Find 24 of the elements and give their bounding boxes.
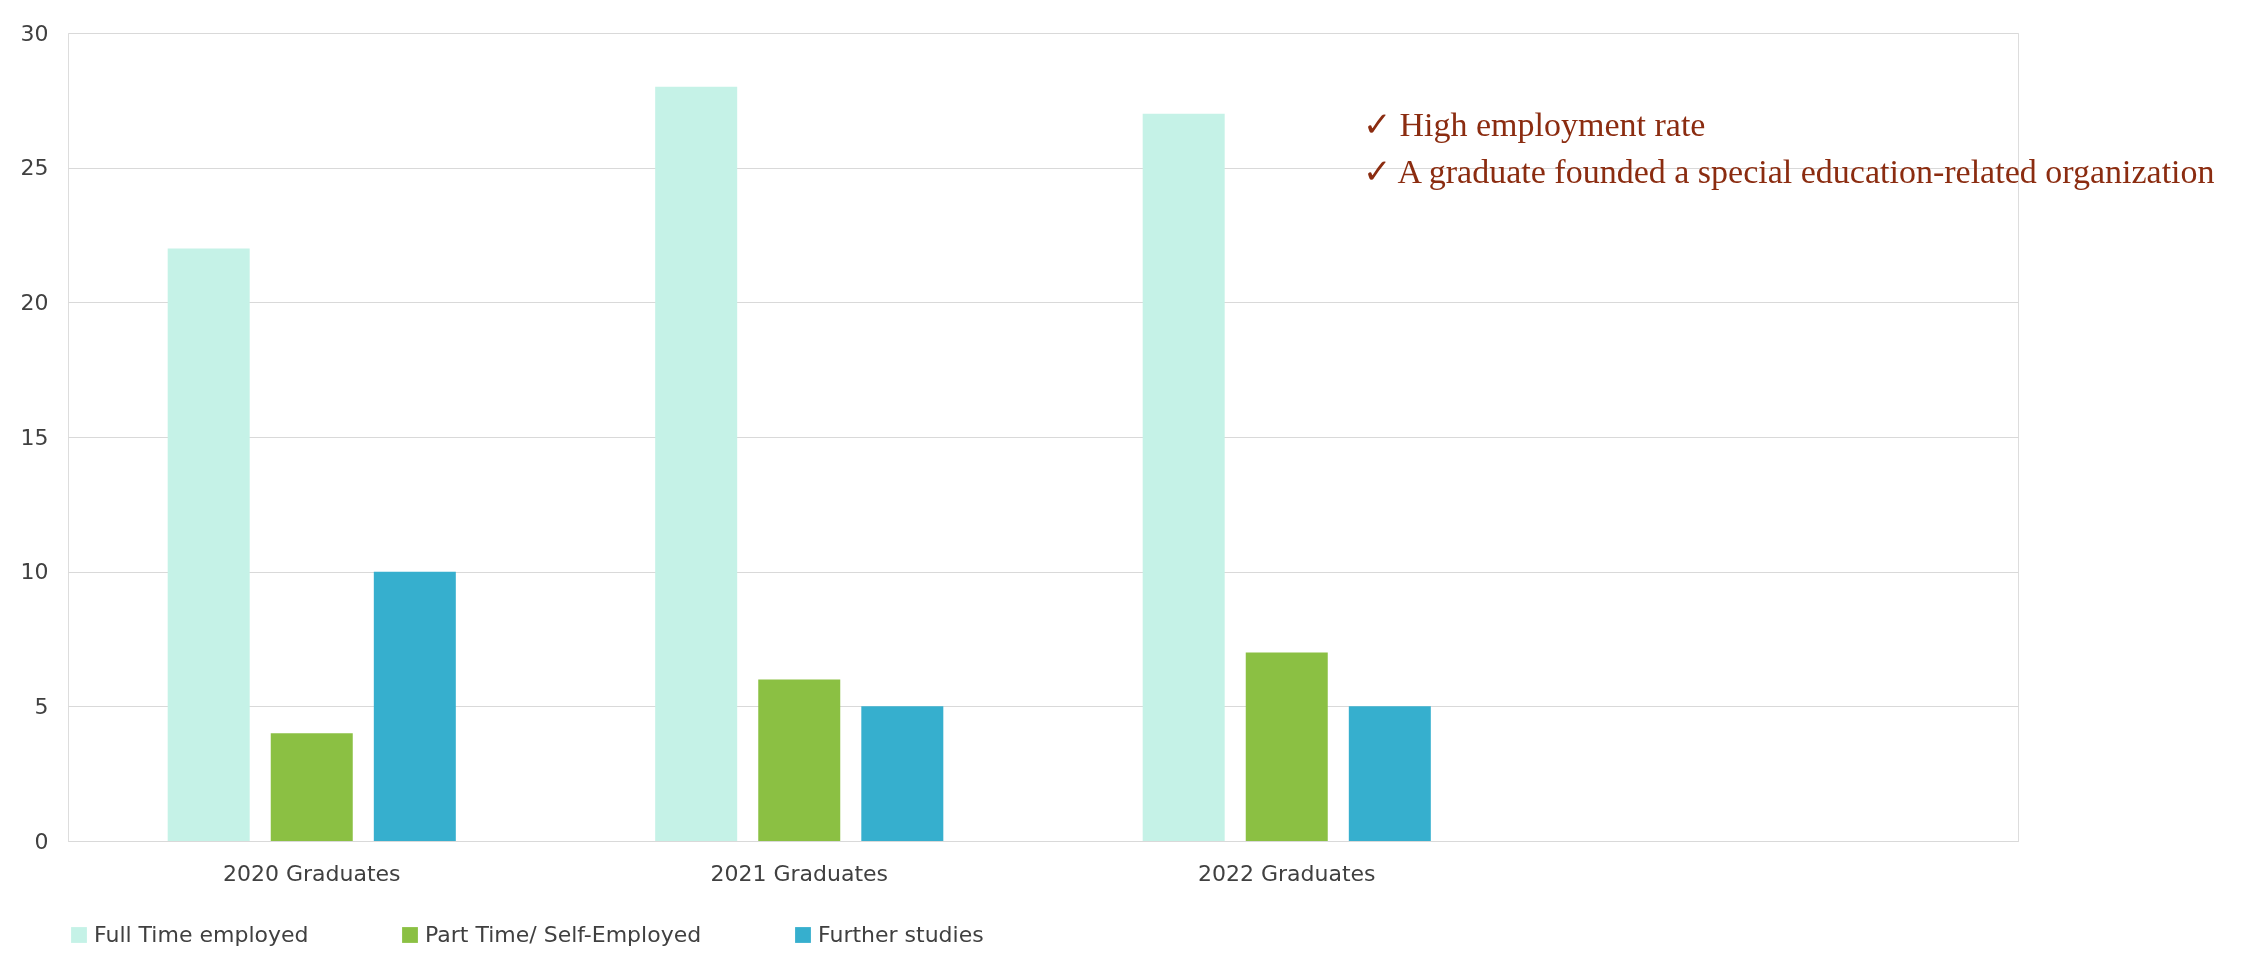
bar xyxy=(1142,113,1225,841)
legend-label: Further studies xyxy=(818,922,984,947)
y-tick-label: 30 xyxy=(20,20,49,46)
bar xyxy=(373,571,456,841)
y-tick-label: 15 xyxy=(20,424,49,450)
x-tick-label: 2021 Graduates xyxy=(710,860,889,886)
bar xyxy=(655,86,738,841)
x-tick-label: 2020 Graduates xyxy=(222,860,401,886)
legend-label: Part Time/ Self-Employed xyxy=(425,922,702,947)
x-tick-label: 2022 Graduates xyxy=(1197,860,1376,886)
bar xyxy=(270,733,353,841)
annotation: ✓ High employment rate xyxy=(1363,106,1706,143)
y-tick-label: 20 xyxy=(20,289,49,315)
bar xyxy=(167,248,250,841)
y-tick-label: 5 xyxy=(34,693,49,719)
bar xyxy=(1245,652,1328,841)
y-tick-label: 0 xyxy=(34,828,49,854)
bar xyxy=(758,679,841,841)
legend-label: Full Time employed xyxy=(94,922,309,947)
bar xyxy=(1348,706,1431,841)
annotation: ✓ A graduate founded a special education-related organization xyxy=(1363,153,2215,190)
y-tick-label: 10 xyxy=(20,559,49,585)
y-tick-label: 25 xyxy=(20,155,49,181)
bar xyxy=(861,706,944,841)
